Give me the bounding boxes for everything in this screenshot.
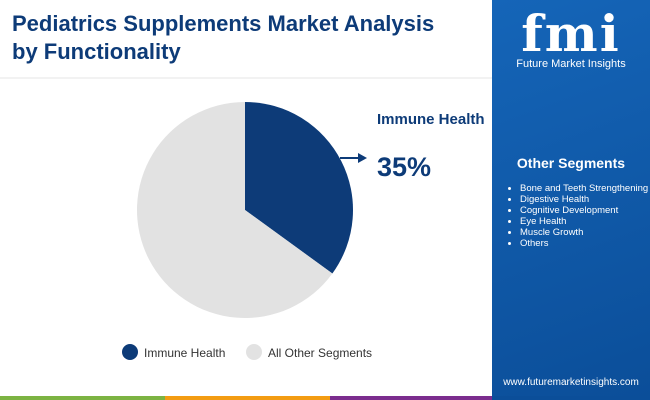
segment-item: Muscle Growth: [520, 227, 650, 238]
legend-swatch: [122, 344, 138, 360]
sidebar: fmi Future Market Insights Other Segment…: [492, 0, 650, 396]
strip: [492, 396, 650, 400]
pie-slice: [245, 102, 353, 274]
segments-heading: Other Segments: [516, 155, 626, 171]
segment-item: Cognitive Development: [520, 205, 650, 216]
brand: Future Market Insights: [516, 58, 626, 70]
segments-list: Bone and Teeth StrengtheningDigestive He…: [506, 183, 650, 249]
legend-swatch: [246, 344, 262, 360]
strip: [165, 396, 330, 400]
annotation-arrow-head: [358, 153, 367, 163]
logo: fmi: [521, 4, 621, 63]
segment-item: Others: [520, 238, 650, 249]
segment-item: Digestive Health: [520, 194, 650, 205]
chart-title: Pediatrics Supplements Market Analysis b…: [12, 11, 435, 64]
legend-label: All Other Segments: [268, 346, 372, 360]
website: www.futuremarketinsights.com: [503, 377, 639, 388]
segment-item: Bone and Teeth Strengthening: [520, 183, 650, 194]
strip: [330, 396, 492, 400]
strip: [0, 396, 165, 400]
chart: Immune Health 35% Immune Health All Other…: [0, 77, 492, 360]
annotation-category: Immune Health: [377, 111, 485, 128]
pie-slice: [136, 102, 333, 318]
segment-item: Eye Health: [520, 216, 650, 227]
legend-label: Immune Health: [144, 346, 225, 360]
data-label: 35%: [377, 152, 431, 182]
